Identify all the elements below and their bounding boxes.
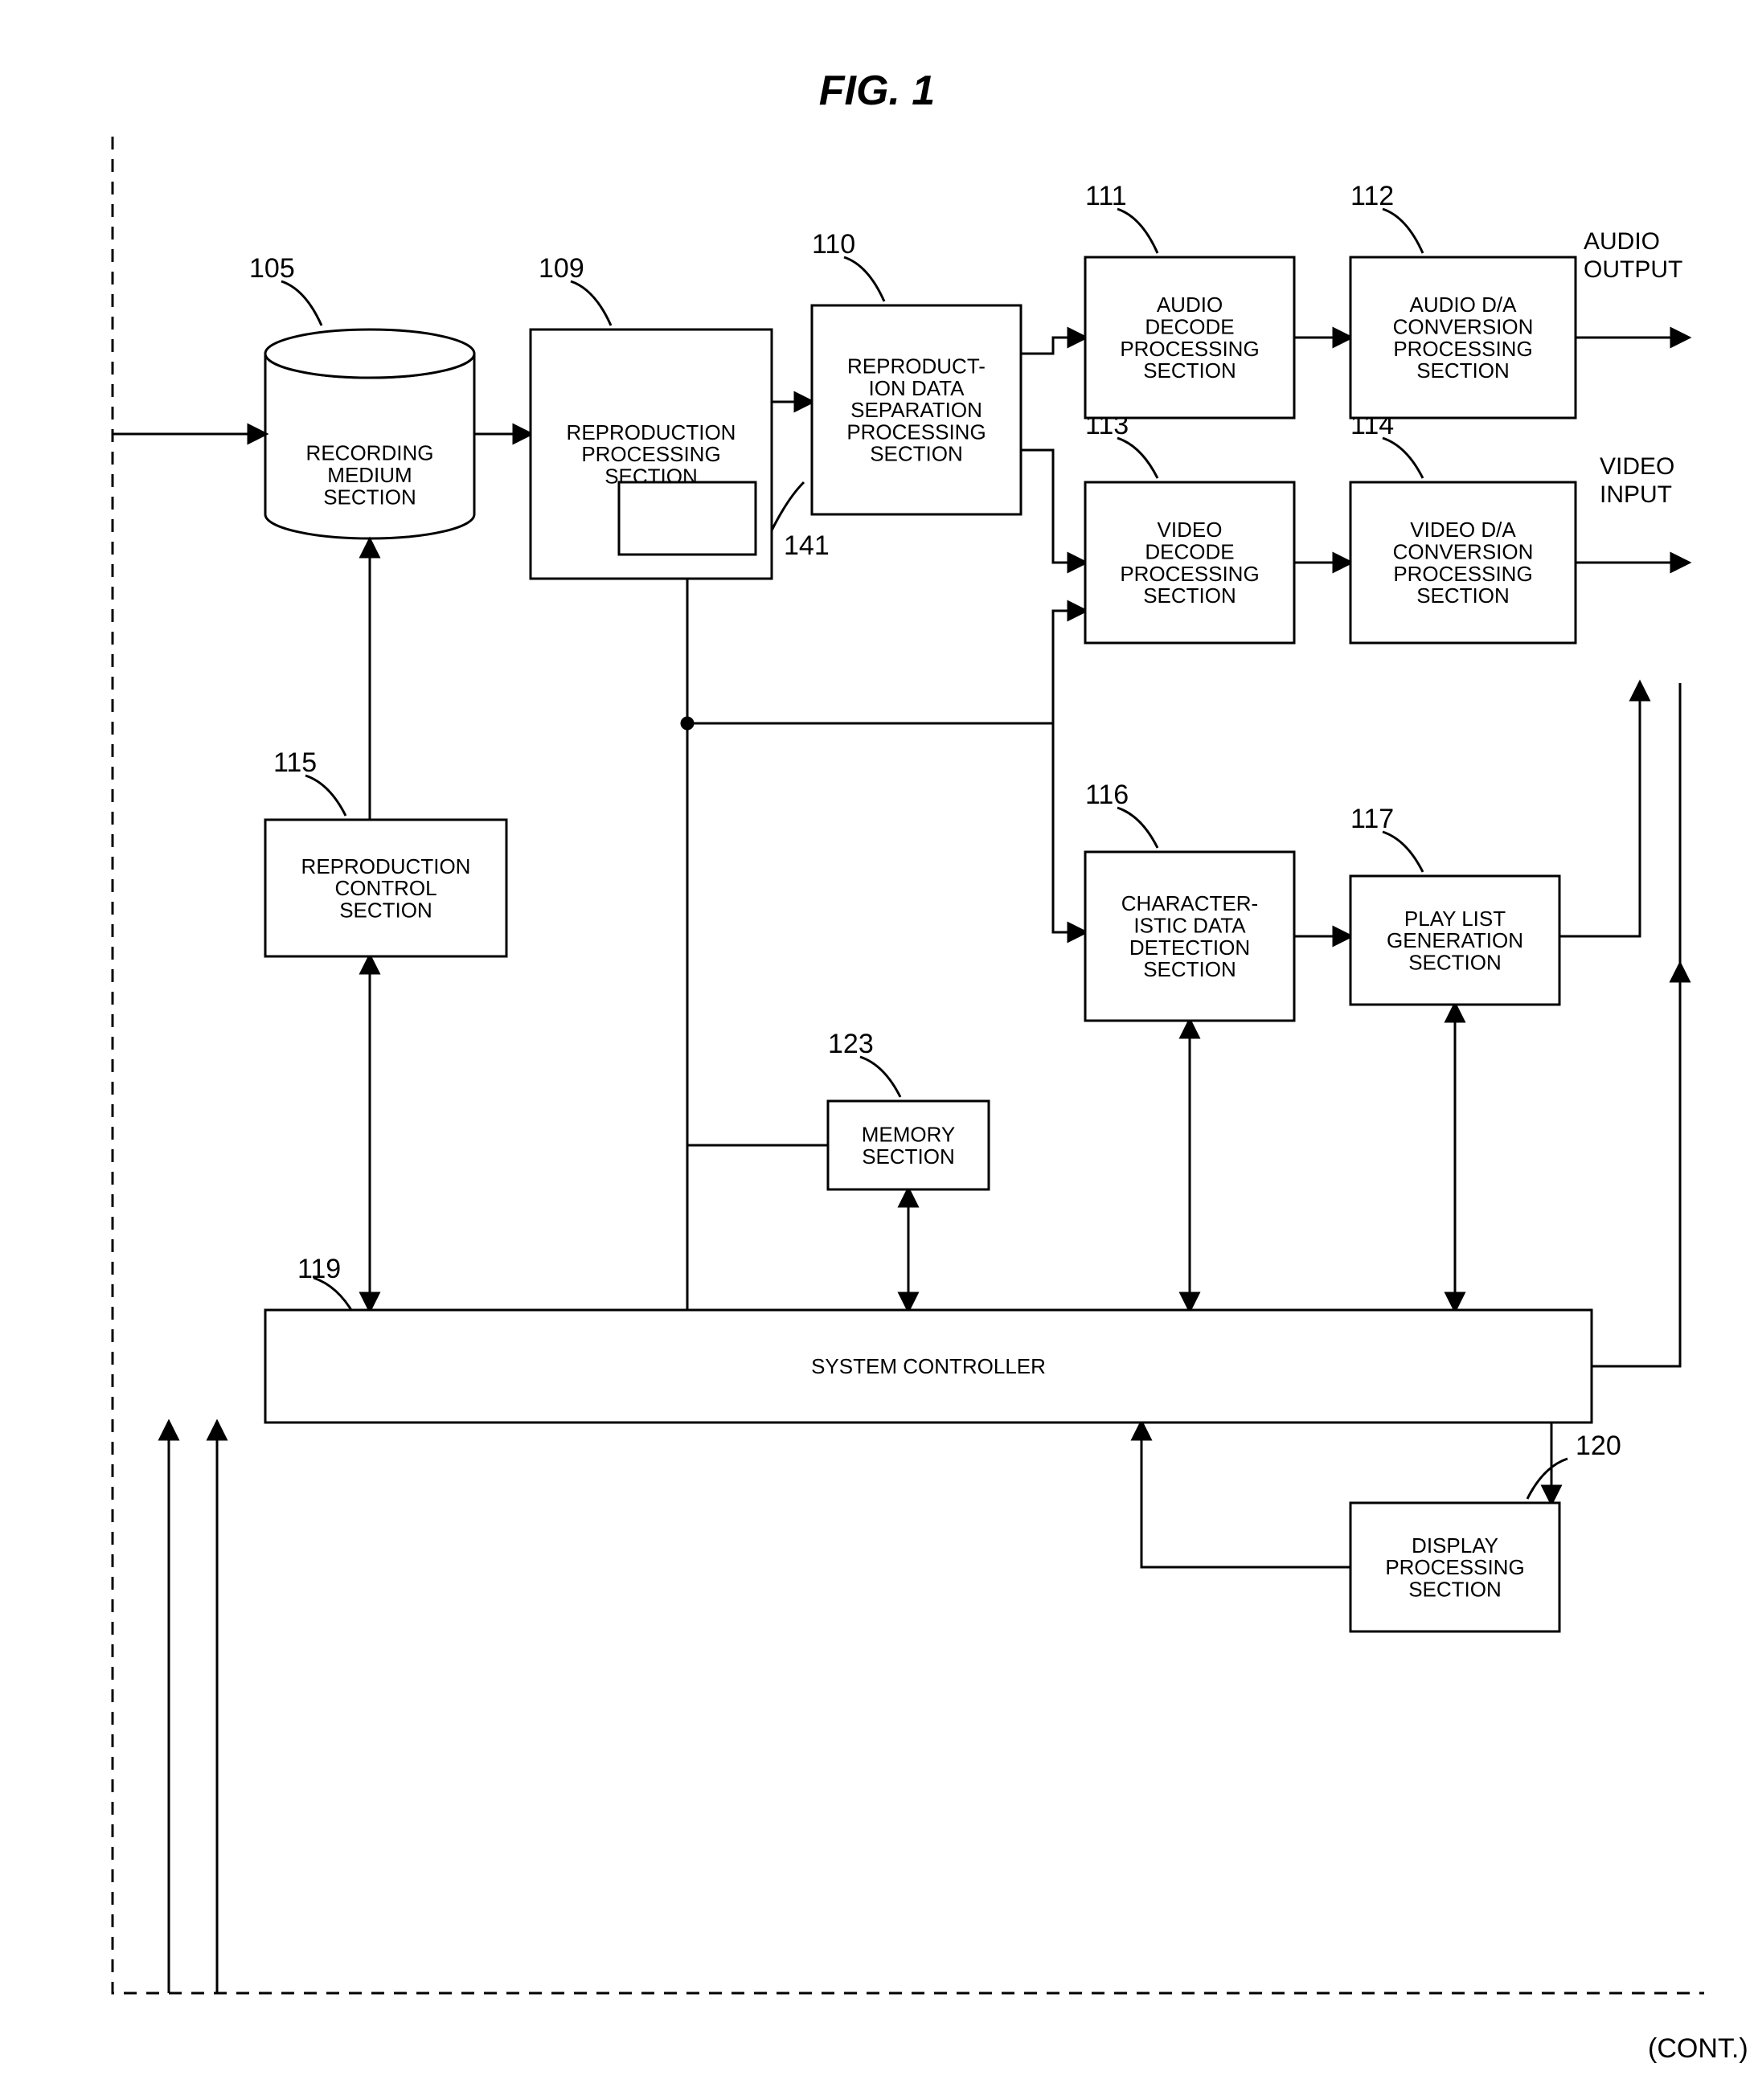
inner-box-box — [619, 482, 756, 555]
svg-text:141: 141 — [784, 530, 830, 561]
memory-section-label: MEMORYSECTION — [862, 1122, 956, 1168]
svg-text:116: 116 — [1085, 780, 1129, 810]
svg-text:109: 109 — [539, 253, 584, 284]
svg-text:120: 120 — [1576, 1431, 1621, 1461]
system-controller-label: SYSTEM CONTROLLER — [811, 1354, 1046, 1378]
svg-text:115: 115 — [273, 747, 317, 778]
svg-text:OUTPUT: OUTPUT — [1584, 256, 1682, 283]
svg-text:111: 111 — [1085, 181, 1127, 211]
svg-text:119: 119 — [297, 1254, 341, 1284]
svg-text:123: 123 — [828, 1029, 874, 1059]
svg-text:105: 105 — [249, 253, 295, 284]
svg-text:110: 110 — [812, 229, 855, 260]
svg-text:VIDEO: VIDEO — [1600, 453, 1674, 480]
svg-text:117: 117 — [1350, 804, 1394, 834]
svg-text:INPUT: INPUT — [1600, 481, 1672, 508]
figure-title: FIG. 1 — [819, 68, 935, 114]
cont-label: (CONT.) — [1648, 2033, 1748, 2064]
svg-text:AUDIO: AUDIO — [1584, 228, 1660, 255]
output-labels: AUDIO OUTPUT VIDEO INPUT — [1584, 228, 1682, 508]
svg-text:112: 112 — [1350, 181, 1394, 211]
